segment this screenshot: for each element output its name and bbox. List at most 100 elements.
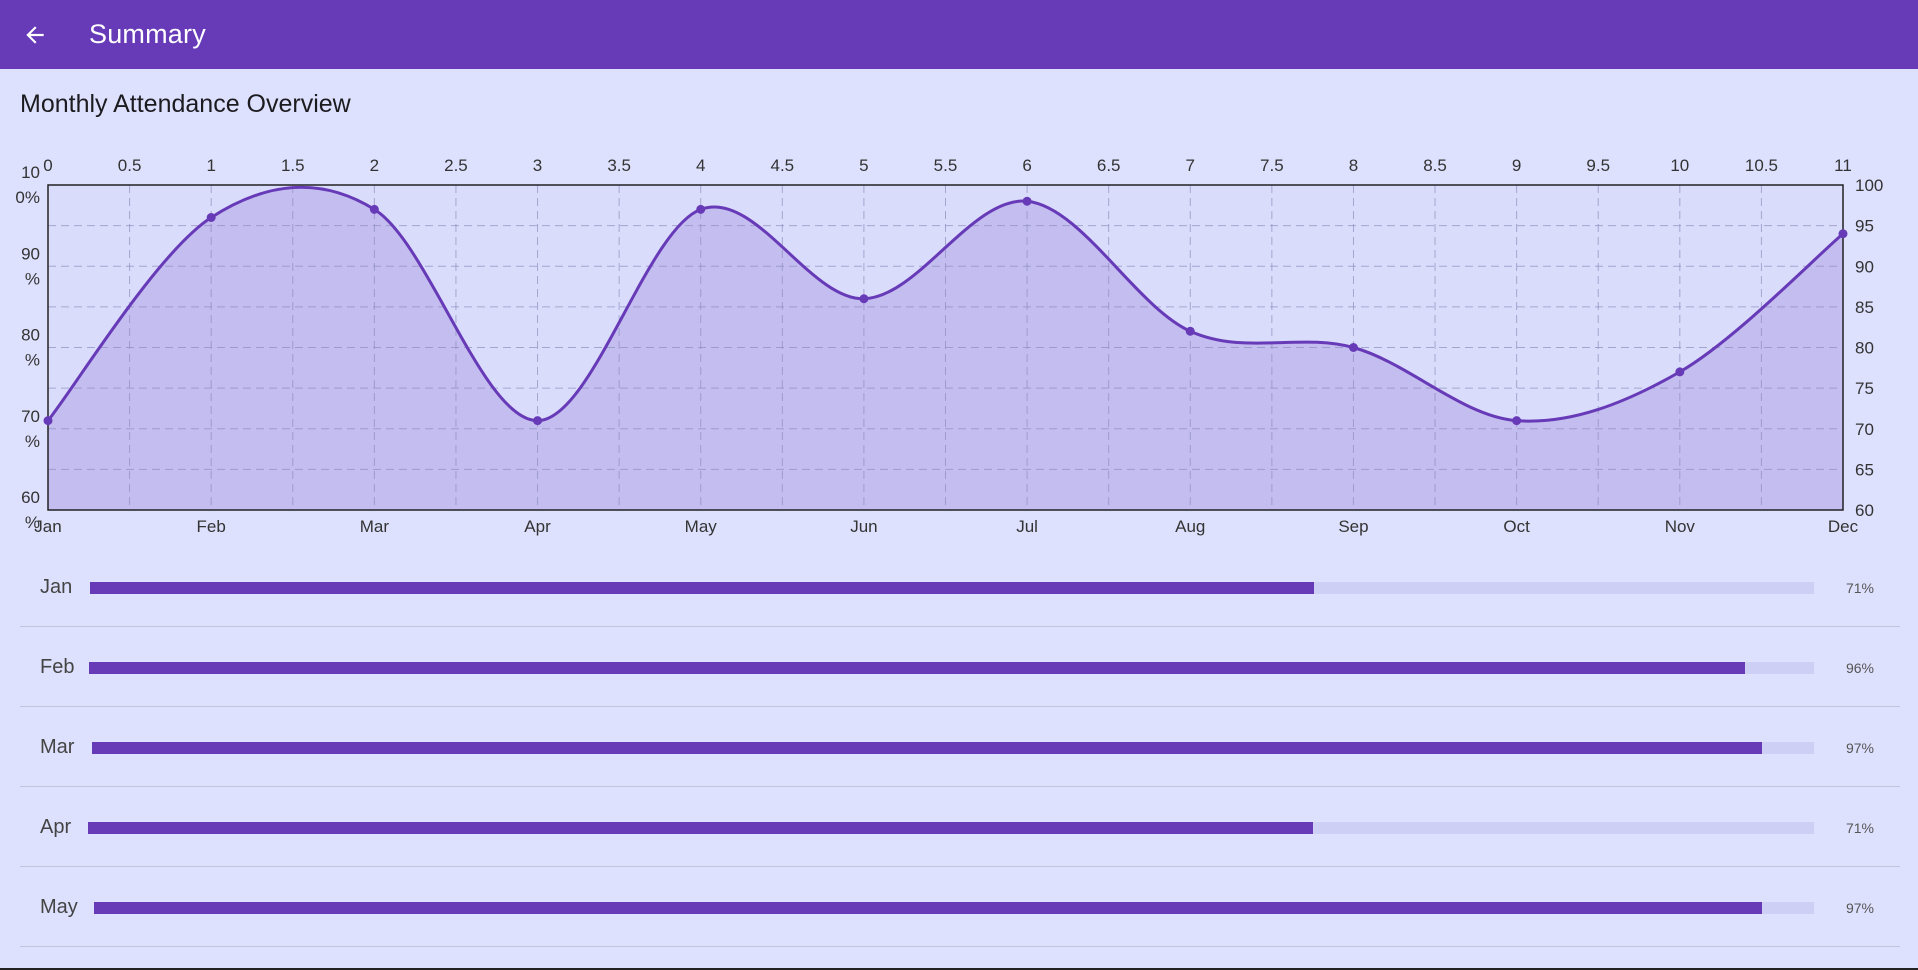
app-bar: Summary xyxy=(0,0,1918,69)
attendance-bar-row: Apr 71% xyxy=(20,787,1900,867)
x-category-label: Dec xyxy=(1828,517,1859,536)
appbar-title: Summary xyxy=(89,19,206,49)
left-tick-label: 60 xyxy=(21,488,40,507)
right-tick-label: 65 xyxy=(1855,460,1874,479)
top-tick-label: 8 xyxy=(1349,156,1358,175)
data-point xyxy=(1675,367,1685,377)
bar-month-label: Apr xyxy=(40,816,72,838)
data-point xyxy=(43,416,53,426)
right-tick-label: 100 xyxy=(1855,176,1883,195)
data-point xyxy=(859,294,869,304)
right-tick-label: 85 xyxy=(1855,298,1874,317)
attendance-bar-row: Jan 71% xyxy=(20,547,1900,627)
attendance-progress-track xyxy=(89,662,1814,674)
top-tick-label: 3.5 xyxy=(607,156,631,175)
left-tick-label: 70 xyxy=(21,407,40,426)
x-category-label: Nov xyxy=(1665,517,1696,536)
left-tick-label: 90 xyxy=(21,244,40,263)
bar-percent-label: 71% xyxy=(1845,580,1874,596)
left-tick-label: 80 xyxy=(21,326,40,345)
attendance-progress-track xyxy=(94,902,1814,914)
attendance-progress-track xyxy=(92,742,1814,754)
attendance-progress-fill xyxy=(88,822,1314,834)
top-tick-label: 4.5 xyxy=(770,156,794,175)
left-tick-label: 0% xyxy=(15,188,40,207)
attendance-progress-fill xyxy=(92,742,1763,754)
top-tick-label: 7.5 xyxy=(1260,156,1284,175)
back-button[interactable] xyxy=(0,0,69,69)
x-category-label: Jul xyxy=(1016,517,1038,536)
attendance-chart: 0 0.5 1 1.5 2 2.5 3 3.5 4 4.5 5 5.5 6 6.5 7 7.5 8 8.5 9 9.5… xyxy=(15,156,1883,536)
top-tick-label: 6.5 xyxy=(1097,156,1121,175)
data-point xyxy=(1838,229,1848,239)
top-tick-label: 3 xyxy=(533,156,542,175)
top-tick-label: 9.5 xyxy=(1586,156,1610,175)
top-tick-label: 8.5 xyxy=(1423,156,1447,175)
attendance-progress-fill xyxy=(94,902,1763,914)
attendance-progress-fill xyxy=(89,662,1745,674)
bottom-divider xyxy=(0,968,1918,970)
top-tick-label: 1.5 xyxy=(281,156,305,175)
x-category-label: Aug xyxy=(1175,517,1205,536)
top-tick-label: 9 xyxy=(1512,156,1521,175)
right-tick-label: 75 xyxy=(1855,379,1874,398)
top-tick-label: 5 xyxy=(859,156,868,175)
attendance-bar-row: May 97% xyxy=(20,867,1900,947)
attendance-bar-row: Mar 97% xyxy=(20,707,1900,787)
bar-percent-label: 71% xyxy=(1845,820,1874,836)
attendance-bar-row: Feb 96% xyxy=(20,627,1900,707)
x-category-label: Jan xyxy=(34,517,61,536)
attendance-bar-list: Jan 71% Feb 96% Mar 97% Apr 71% May 97% xyxy=(20,547,1900,947)
plot-border xyxy=(47,184,1844,511)
right-tick-label: 80 xyxy=(1855,339,1874,358)
bar-percent-label: 97% xyxy=(1845,900,1874,916)
x-category-label: Jun xyxy=(850,517,877,536)
bar-percent-label: 97% xyxy=(1845,740,1874,756)
bar-month-label: May xyxy=(40,896,78,918)
left-tick-label: % xyxy=(25,269,40,288)
x-category-label: Apr xyxy=(524,517,551,536)
data-point xyxy=(369,204,379,214)
x-category-label: Oct xyxy=(1503,517,1530,536)
top-tick-label: 2.5 xyxy=(444,156,468,175)
top-tick-label: 4 xyxy=(696,156,705,175)
x-category-label: Feb xyxy=(197,517,226,536)
top-tick-label: 0 xyxy=(43,156,52,175)
data-point xyxy=(533,416,543,426)
bar-month-label: Mar xyxy=(40,736,75,758)
left-tick-label: % xyxy=(25,513,40,532)
data-point xyxy=(206,213,216,222)
left-tick-label: % xyxy=(25,351,40,370)
top-tick-label: 2 xyxy=(370,156,379,175)
data-point xyxy=(1185,326,1195,336)
top-tick-label: 0.5 xyxy=(118,156,142,175)
left-tick-label: % xyxy=(25,432,40,451)
attendance-progress-track xyxy=(88,822,1814,834)
data-point xyxy=(1512,416,1522,426)
arrow-left-icon xyxy=(25,25,44,44)
right-tick-label: 70 xyxy=(1855,420,1874,439)
left-tick-label: 10 xyxy=(21,163,40,182)
data-point xyxy=(1022,196,1032,206)
attendance-progress-fill xyxy=(90,582,1315,594)
top-tick-label: 1 xyxy=(206,156,215,175)
top-tick-label: 5.5 xyxy=(934,156,958,175)
right-tick-label: 60 xyxy=(1855,501,1874,520)
top-tick-label: 6 xyxy=(1022,156,1031,175)
bar-month-label: Feb xyxy=(40,656,75,678)
bar-percent-label: 96% xyxy=(1845,660,1874,676)
top-tick-label: 10 xyxy=(1670,156,1689,175)
data-point xyxy=(1348,343,1358,352)
top-tick-label: 11 xyxy=(1834,156,1852,175)
x-category-label: Sep xyxy=(1338,517,1368,536)
x-category-label: Mar xyxy=(360,517,390,536)
top-tick-label: 7 xyxy=(1186,156,1195,175)
page-title: Monthly Attendance Overview xyxy=(20,90,351,118)
x-category-label: May xyxy=(685,517,718,536)
attendance-progress-track xyxy=(90,582,1814,594)
right-tick-label: 90 xyxy=(1855,257,1874,276)
data-point xyxy=(696,204,706,214)
bar-month-label: Jan xyxy=(40,576,73,598)
top-tick-label: 10.5 xyxy=(1745,156,1778,175)
right-tick-label: 95 xyxy=(1855,217,1874,236)
